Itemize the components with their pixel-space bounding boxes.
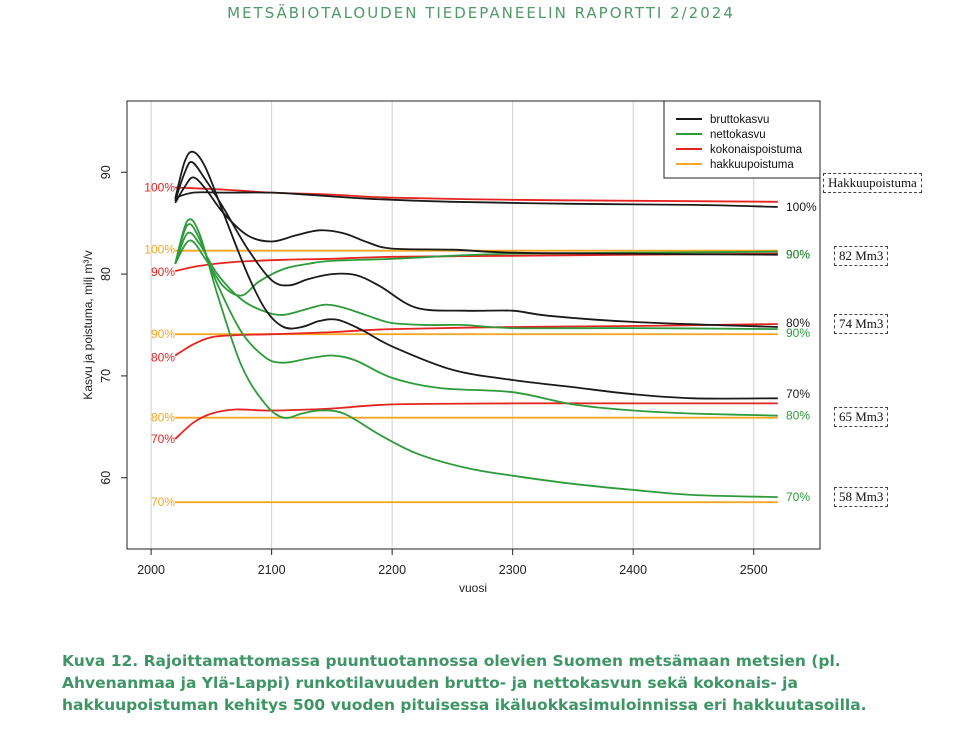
line-bruttokasvu-70pct	[174, 191, 778, 208]
line-bruttokasvu-90pct	[174, 161, 778, 328]
legend-box	[663, 100, 821, 179]
line-labels: 100%100%90%90%80%80%70%70%100%90%90%80%9…	[144, 181, 817, 510]
line-nettokasvu-80pct	[174, 223, 778, 417]
left-label-7: 70%	[151, 495, 175, 509]
line-kokonaispoistuma-70pct	[174, 402, 778, 440]
legend: bruttokasvu nettokasvu kokonaispoistuma hak…	[663, 100, 821, 179]
right-label-5: 70%	[786, 387, 810, 401]
left-label-5: 80%	[151, 411, 175, 425]
x-tick-label-2000: 2000	[137, 563, 165, 577]
left-label-1: 100%	[144, 243, 175, 257]
right-label-7: 70%	[786, 490, 810, 504]
line-kokonaispoistuma-90pct	[175, 252, 778, 272]
legend-label-kokonaispoistuma: kokonaispoistuma	[710, 144, 803, 156]
legend-label-nettokasvu: nettokasvu	[710, 129, 766, 141]
left-label-4: 80%	[151, 351, 175, 365]
annotation-58-mm3: 58 Mm3	[834, 487, 889, 507]
line-kokonaispoistuma-80pct	[174, 323, 778, 357]
left-label-2: 90%	[151, 265, 175, 279]
annotation-hakkuupoistuma: Hakkuupoistuma	[823, 173, 922, 193]
x-axis-title: vuosi	[459, 581, 487, 595]
plot-frame	[126, 100, 821, 550]
line-kokonaispoistuma-100pct	[175, 186, 778, 203]
annotation-82-mm3: 82 Mm3	[834, 246, 889, 266]
legend-label-bruttokasvu: bruttokasvu	[710, 114, 769, 126]
figure-caption: Kuva 12. Rajoittamattomassa puuntuotanno…	[62, 652, 867, 714]
y-tick-label-70: 70	[99, 369, 113, 383]
x-tick-label-2100: 2100	[258, 563, 286, 577]
right-label-4: 90%	[786, 326, 810, 340]
line-bruttokasvu-100pct	[174, 176, 778, 256]
line-bruttokasvu-80pct	[174, 150, 778, 400]
line-nettokasvu-90pct	[174, 231, 778, 330]
right-label-3: 80%	[786, 316, 810, 330]
right-label-0: 100%	[786, 200, 817, 214]
annotation-65-mm3: 65 Mm3	[834, 407, 889, 427]
grid-lines	[150, 101, 755, 549]
left-label-6: 70%	[151, 432, 175, 446]
line-nettokasvu-70pct	[174, 218, 778, 498]
line-chart: 2000 2100 2200 2300 2400 2500 60 70 80 90 100% 100…	[81, 100, 821, 595]
legend-label-hakkuupoistuma: hakkuupoistuma	[710, 159, 794, 171]
x-tick-label-2300: 2300	[499, 563, 527, 577]
y-tick-label-60: 60	[99, 471, 113, 485]
left-label-3: 90%	[151, 327, 175, 341]
right-label-6: 80%	[786, 409, 810, 423]
report-header: METSÄBIOTALOUDEN TIEDEPANEELIN RAPORTTI …	[227, 4, 735, 22]
x-tick-label-2400: 2400	[619, 563, 647, 577]
right-label-2: 90%	[786, 248, 810, 262]
y-axis-title: Kasvu ja poistuma, milj m³/v	[81, 250, 95, 399]
annotation-74-mm3: 74 Mm3	[834, 314, 889, 334]
y-tick-label-80: 80	[99, 267, 113, 281]
axes: 2000 2100 2200 2300 2400 2500 60 70 80 90	[99, 165, 768, 577]
left-label-0: 100%	[144, 181, 175, 195]
x-tick-label-2500: 2500	[740, 563, 768, 577]
x-tick-label-2200: 2200	[378, 563, 406, 577]
y-tick-label-90: 90	[99, 165, 113, 179]
right-label-1: 90%	[786, 248, 810, 262]
line-nettokasvu-100pct	[174, 239, 778, 297]
series-lines	[174, 150, 778, 504]
